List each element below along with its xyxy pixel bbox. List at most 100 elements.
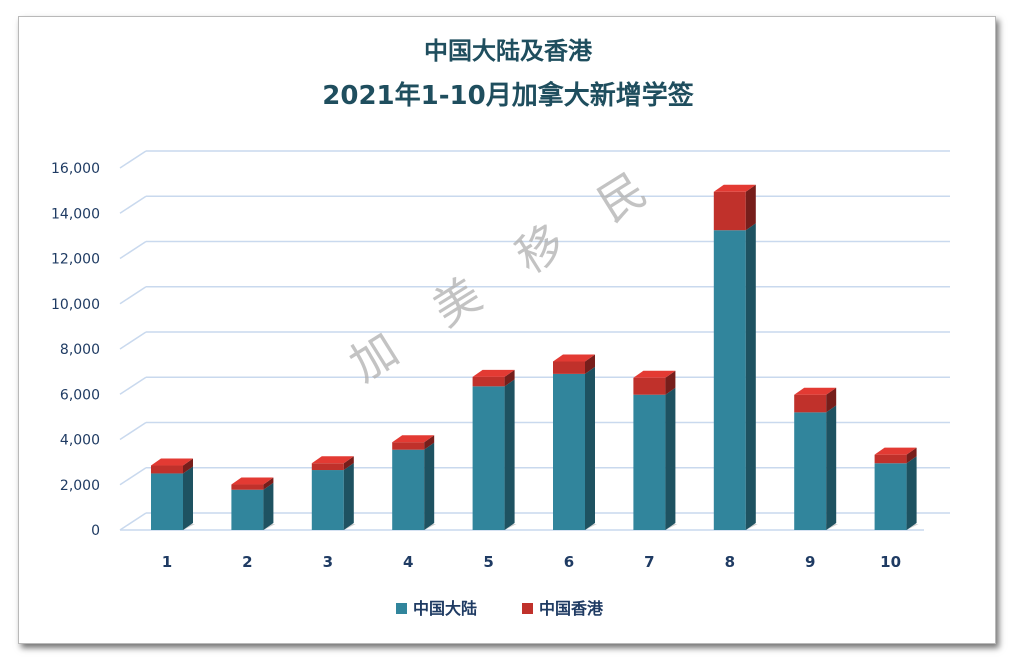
bar-front xyxy=(633,377,666,395)
bar-top xyxy=(472,369,515,377)
bar-segment xyxy=(874,447,917,464)
y-tick-label: 4,000 xyxy=(60,433,100,449)
bar-side xyxy=(906,447,917,464)
bar-side xyxy=(585,354,595,374)
bar-front xyxy=(874,463,907,530)
bar-front xyxy=(151,473,183,530)
bar-segment xyxy=(311,456,354,471)
bar-side xyxy=(745,223,756,530)
bar-side xyxy=(826,387,837,413)
bar-top xyxy=(151,458,193,466)
bar-top xyxy=(633,370,676,378)
legend: 中国大陆 中国香港 xyxy=(396,599,604,618)
x-tick-label: 2 xyxy=(242,553,252,571)
watermark-char: 移 xyxy=(506,214,574,284)
y-tick-label: 16,000 xyxy=(51,161,100,177)
x-tick-label: 3 xyxy=(323,553,333,571)
bar-segment xyxy=(472,369,515,387)
y-tick-label: 0 xyxy=(91,523,100,539)
bar-side xyxy=(424,435,435,450)
bar-side xyxy=(263,482,274,530)
bar-side xyxy=(745,184,756,231)
bar-front xyxy=(311,463,344,471)
bar-front xyxy=(311,470,344,530)
bar-segment xyxy=(794,405,837,530)
bar-segment xyxy=(713,184,756,231)
y-tick-label: 6,000 xyxy=(60,387,100,403)
bar-side xyxy=(343,463,354,530)
legend-swatch-hongkong xyxy=(522,603,533,614)
bar-front xyxy=(151,465,183,474)
legend-label-mainland: 中国大陆 xyxy=(413,599,477,618)
bar-segment xyxy=(231,477,274,490)
bar-side xyxy=(906,456,917,530)
bars xyxy=(151,184,919,530)
bar-top xyxy=(231,477,274,485)
bar-side xyxy=(665,387,676,530)
gridline-depth xyxy=(119,195,147,214)
bar-segment xyxy=(553,366,595,530)
bar-segment xyxy=(633,370,676,395)
bar-front xyxy=(874,454,907,464)
bar-front xyxy=(713,230,746,530)
bar-side xyxy=(504,369,515,387)
bar-front xyxy=(231,489,264,530)
y-tick-label: 2,000 xyxy=(60,478,100,494)
bar-side xyxy=(826,405,837,530)
bar-segment xyxy=(794,387,837,413)
y-tick-label: 8,000 xyxy=(60,342,100,358)
bar-side xyxy=(585,366,595,530)
bar-segment xyxy=(151,466,193,530)
bar-segment xyxy=(633,387,676,530)
bar-segment xyxy=(713,223,756,530)
bar-front xyxy=(392,449,425,530)
watermark-char: 美 xyxy=(423,267,491,337)
bar-segment xyxy=(874,456,917,530)
bar-top xyxy=(874,447,917,455)
chart-title-line-1: 中国大陆及香港 xyxy=(424,37,593,65)
gridline-depth xyxy=(119,512,147,531)
legend-swatch-mainland xyxy=(396,603,407,614)
bar-side xyxy=(424,442,435,530)
bar-segment xyxy=(392,435,435,450)
bar-side xyxy=(504,379,515,530)
x-tick-label: 8 xyxy=(725,553,735,571)
gridline-depth xyxy=(119,240,147,260)
gridline-depth xyxy=(119,421,147,441)
x-tick-label: 6 xyxy=(564,553,574,571)
bar-top xyxy=(311,456,354,464)
bar-front xyxy=(713,191,746,231)
bar-front xyxy=(231,484,264,490)
watermark-char: 民 xyxy=(588,162,656,232)
bar-segment xyxy=(311,463,354,530)
x-tick-label: 1 xyxy=(162,553,172,571)
bar-front xyxy=(794,394,827,413)
bar-top xyxy=(713,184,756,192)
y-tick-label: 14,000 xyxy=(51,206,100,222)
bar-side xyxy=(665,370,676,395)
bar-segment xyxy=(231,482,274,530)
bar-side xyxy=(183,466,193,530)
bar-side xyxy=(263,477,274,490)
y-tick-label: 12,000 xyxy=(51,252,100,268)
gridline-depth xyxy=(119,467,147,486)
x-tick-label: 7 xyxy=(644,553,654,571)
gridline-depth xyxy=(119,150,147,169)
y-tick-label: 10,000 xyxy=(51,297,100,313)
x-tick-label: 5 xyxy=(483,553,493,571)
bar-front xyxy=(553,373,585,530)
x-tick-label: 10 xyxy=(880,553,901,571)
bar-side xyxy=(183,458,193,474)
chart-title-line-2: 2021年1-10月加拿大新增学签 xyxy=(322,80,694,111)
gridline-depth xyxy=(119,376,147,395)
bar-front xyxy=(553,361,585,374)
bar-top xyxy=(794,387,837,395)
gridline-depth xyxy=(119,331,147,350)
chart-frame xyxy=(18,16,996,644)
bar-front xyxy=(633,394,666,530)
bar-segment xyxy=(472,379,515,530)
bar-top xyxy=(392,435,435,443)
bar-front xyxy=(472,386,505,530)
bar-segment xyxy=(151,458,193,474)
